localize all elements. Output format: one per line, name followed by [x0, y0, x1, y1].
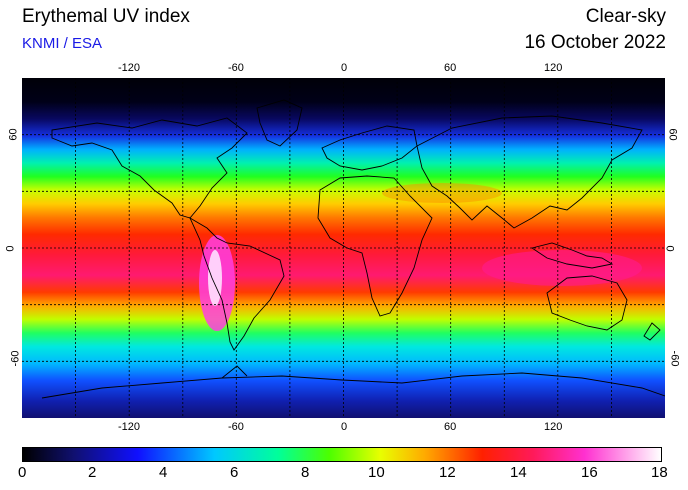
lon-tick-top: -60: [228, 62, 244, 74]
lon-tick-top: -120: [118, 62, 141, 74]
lon-tick-bottom: 60: [444, 421, 457, 433]
colorbar-label: 8: [301, 464, 310, 481]
lat-tick-right: 60: [666, 128, 679, 141]
lat-tick-right: -60: [668, 350, 681, 367]
map-title: Erythemal UV index: [22, 6, 190, 27]
sky-condition: Clear-sky: [585, 6, 666, 27]
uv-map-canvas: [22, 78, 665, 418]
lon-tick-top: 0: [341, 62, 348, 74]
maritime-uv-band: [482, 250, 642, 286]
colorbar-label: 4: [159, 464, 168, 481]
lon-tick-bottom: -60: [228, 421, 244, 433]
colorbar-label: 14: [510, 464, 527, 481]
graticule: [22, 78, 665, 418]
colorbar-label: 0: [18, 464, 27, 481]
lat-tick-left: 60: [7, 128, 20, 141]
lon-tick-top: 120: [544, 62, 563, 74]
uv-colorbar: [22, 447, 662, 462]
lon-tick-bottom: 120: [544, 421, 563, 433]
colorbar-label: 6: [230, 464, 239, 481]
colorbar-label: 12: [439, 464, 456, 481]
lon-tick-top: 60: [444, 62, 457, 74]
coastlines: [41, 99, 665, 399]
map-date: 16 October 2022: [524, 32, 666, 53]
lon-tick-bottom: 0: [341, 421, 348, 433]
andes-uv-max: [208, 250, 222, 306]
colorbar-label: 10: [368, 464, 385, 481]
map-source: KNMI / ESA: [22, 35, 103, 52]
lat-tick-left: 0: [4, 245, 17, 252]
lon-tick-bottom: -120: [118, 421, 141, 433]
colorbar-label: 18: [651, 464, 668, 481]
colorbar-label: 16: [581, 464, 598, 481]
lat-tick-left: -60: [9, 350, 22, 367]
lat-tick-right: 0: [663, 245, 676, 252]
colorbar-label: 2: [88, 464, 97, 481]
uv-index-map: [22, 78, 665, 418]
